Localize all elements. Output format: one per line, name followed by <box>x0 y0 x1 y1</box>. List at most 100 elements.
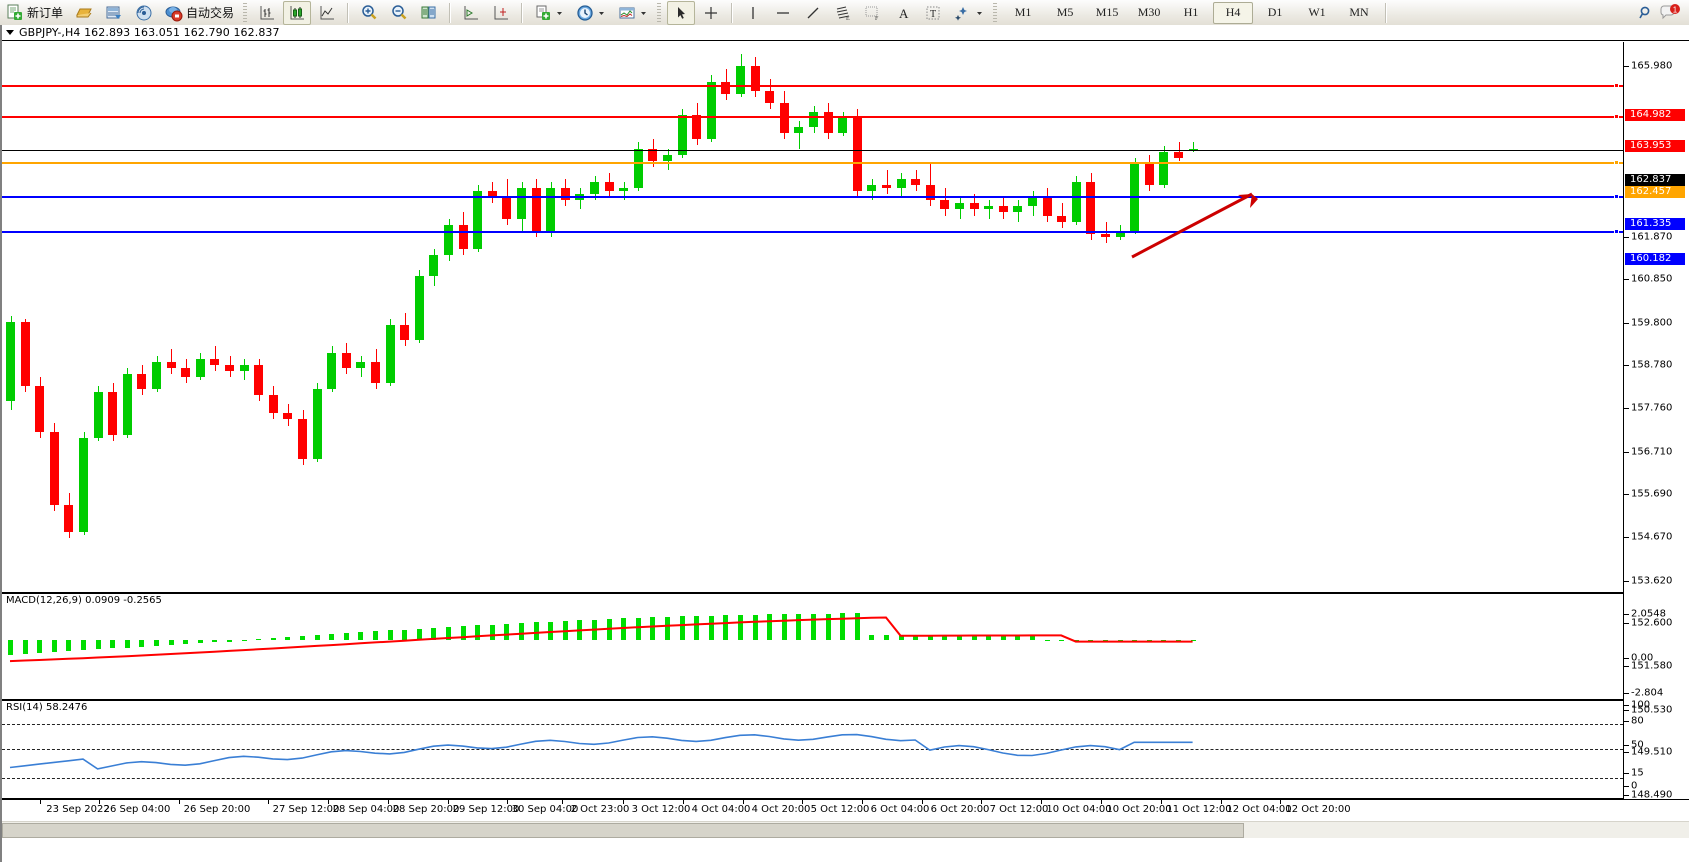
candle-body <box>1188 148 1198 151</box>
periodicity-button[interactable] <box>571 1 611 25</box>
time-tick-label: 29 Sep 12:00 <box>452 804 520 815</box>
macd-histogram-bar <box>957 634 962 641</box>
indicators-icon <box>618 4 636 22</box>
rsi-pane[interactable]: RSI(14) 58.2476 <box>2 700 1623 799</box>
macd-pane[interactable]: MACD(12,26,9) 0.0909 -0.2565 <box>2 593 1623 700</box>
indicators-button[interactable] <box>613 1 653 25</box>
time-tick-label: 11 Oct 12:00 <box>1166 804 1232 815</box>
timeframe-d1[interactable]: D1 <box>1267 5 1283 19</box>
chevron-down-icon-4[interactable] <box>975 4 984 22</box>
level-anchor-handle[interactable] <box>1614 114 1619 120</box>
search-icon[interactable] <box>1637 4 1655 22</box>
auto-trading-button[interactable]: 自动交易 <box>160 1 239 25</box>
line-chart-button[interactable] <box>313 1 341 25</box>
price-tick-label: 149.510 <box>1631 746 1673 758</box>
vertical-line-button[interactable] <box>739 1 767 25</box>
resistance-level-164982[interactable]: 164.982 <box>1625 109 1685 121</box>
rsi-level-line <box>2 749 1623 750</box>
level-anchor-handle[interactable] <box>1614 83 1619 89</box>
indicator-tick <box>1624 721 1629 722</box>
shapes-button[interactable] <box>949 1 989 25</box>
time-axis[interactable]: 23 Sep 2022 26 Sep 04:00 26 Sep 20:00 27 Se… <box>2 799 1689 821</box>
chevron-down-icon-3[interactable] <box>639 4 648 22</box>
price-tick <box>1624 279 1629 280</box>
time-tick-label: 10 Oct 04:00 <box>1046 804 1112 815</box>
toolbar-right-group: 1 <box>1637 3 1689 22</box>
price-tick-label: 154.670 <box>1631 531 1673 543</box>
trendline-button[interactable] <box>799 1 827 25</box>
crosshair-button[interactable] <box>697 1 725 25</box>
candlestick-chart-button[interactable] <box>283 0 312 25</box>
time-tick <box>922 800 923 804</box>
text-button[interactable]: A <box>889 1 917 25</box>
chart-scrollbar[interactable] <box>2 821 1689 838</box>
price-level-line[interactable] <box>2 162 1623 165</box>
chart-shift-button[interactable] <box>487 1 515 25</box>
timeframe-mn[interactable]: MN <box>1349 5 1369 19</box>
fibonacci-button[interactable]: E <box>829 1 857 25</box>
new-order-label: 新订单 <box>27 6 64 20</box>
time-tick-label: 12 Oct 20:00 <box>1285 804 1351 815</box>
candle-body <box>108 392 118 435</box>
price-scale[interactable]: 165.980 161.870 160.850 159.800 158.780 157.7… <box>1623 42 1689 801</box>
timeframe-h4[interactable]: H4 <box>1213 1 1254 24</box>
toolbar-grip-3[interactable] <box>993 2 998 23</box>
macd-histogram-bar <box>869 634 875 641</box>
chevron-down-icon[interactable] <box>555 4 564 22</box>
timeframe-m1[interactable]: M1 <box>1014 5 1032 19</box>
chart-menu-triangle-icon[interactable] <box>6 30 14 35</box>
text-icon: A <box>894 4 912 22</box>
svg-text:F: F <box>875 16 879 22</box>
signals-button[interactable] <box>130 1 158 25</box>
timeframe-m15[interactable]: M15 <box>1095 5 1119 19</box>
candle-body <box>517 188 526 219</box>
time-tick-label: 4 Oct 20:00 <box>751 804 811 815</box>
timeframe-m5[interactable]: M5 <box>1056 5 1074 19</box>
chevron-down-icon-2[interactable] <box>597 4 606 22</box>
macd-histogram-bar <box>825 613 831 641</box>
level-anchor-handle[interactable] <box>1614 229 1619 235</box>
bar-chart-button[interactable] <box>253 1 281 25</box>
zoom-out-button[interactable] <box>385 1 413 25</box>
current-price-label[interactable]: 162.837 <box>1625 174 1685 186</box>
price-tick <box>1624 752 1629 753</box>
horizontal-line-button[interactable] <box>769 1 797 25</box>
timeframe-m30[interactable]: M30 <box>1137 5 1161 19</box>
scrollbar-thumb[interactable] <box>2 823 1244 838</box>
macd-histogram-bar <box>986 634 992 641</box>
zoom-in-button[interactable] <box>355 1 383 25</box>
cursor-button[interactable] <box>667 0 696 25</box>
time-tick <box>862 800 863 804</box>
profiles-button[interactable] <box>70 1 98 25</box>
price-level-line[interactable] <box>2 196 1623 199</box>
grid-tool-button[interactable]: F <box>859 1 887 25</box>
toolbar-grip[interactable] <box>243 2 248 23</box>
notification-icon[interactable]: 1 <box>1659 3 1681 22</box>
toolbar-grip-2[interactable] <box>657 2 662 23</box>
price-level-line[interactable] <box>2 85 1623 88</box>
text-label-button[interactable]: T <box>919 1 947 25</box>
level-anchor-handle[interactable] <box>1614 160 1619 166</box>
auto-scroll-button[interactable] <box>457 1 485 25</box>
timeframe-h1[interactable]: H1 <box>1183 5 1199 19</box>
level-anchor-handle[interactable] <box>1614 194 1619 200</box>
price-level-line[interactable] <box>2 116 1623 119</box>
new-template-button[interactable] <box>529 1 569 25</box>
time-tick-label: 27 Sep 12:00 <box>272 804 340 815</box>
candle-body <box>940 200 950 210</box>
rsi-level-line <box>2 778 1623 780</box>
market-watch-button[interactable] <box>100 1 128 25</box>
chart-grid-button[interactable] <box>415 1 443 25</box>
timeframe-w1[interactable]: W1 <box>1308 5 1326 19</box>
price-pane[interactable] <box>2 42 1623 593</box>
toolbar-separator-4 <box>731 2 734 23</box>
new-order-button[interactable]: 新订单 <box>1 1 68 25</box>
price-tick-label: 148.490 <box>1631 789 1673 801</box>
price-level-line[interactable] <box>2 150 1623 152</box>
resistance-level-163953[interactable]: 163.953 <box>1625 140 1685 152</box>
support-level-161335[interactable]: 161.335 <box>1625 218 1685 230</box>
level-162457[interactable]: 162.457 <box>1625 186 1685 198</box>
price-level-line[interactable] <box>2 231 1623 234</box>
macd-histogram-bar <box>183 640 189 644</box>
support-level-160182[interactable]: 160.182 <box>1625 253 1685 265</box>
